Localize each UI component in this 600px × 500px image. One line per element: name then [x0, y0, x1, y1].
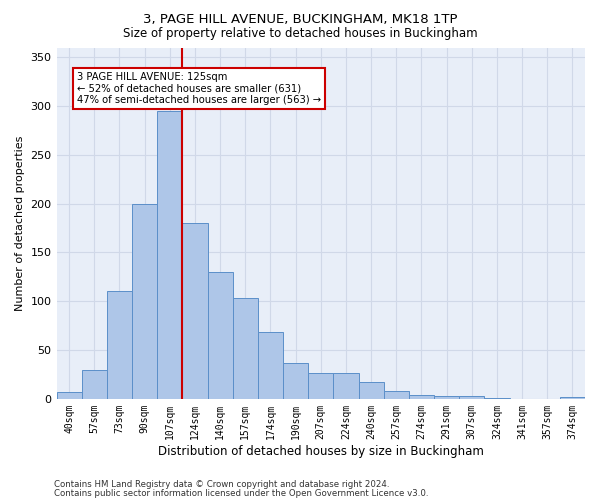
- Bar: [283, 362, 308, 399]
- Text: Size of property relative to detached houses in Buckingham: Size of property relative to detached ho…: [122, 28, 478, 40]
- Bar: [459, 396, 484, 399]
- Text: 3 PAGE HILL AVENUE: 125sqm
← 52% of detached houses are smaller (631)
47% of sem: 3 PAGE HILL AVENUE: 125sqm ← 52% of deta…: [77, 72, 321, 105]
- Bar: [182, 223, 208, 399]
- Bar: [434, 396, 459, 399]
- Bar: [334, 374, 359, 399]
- Bar: [560, 397, 585, 399]
- Bar: [233, 298, 258, 399]
- Bar: [359, 382, 383, 399]
- Bar: [82, 370, 107, 399]
- Bar: [308, 374, 334, 399]
- Bar: [409, 395, 434, 399]
- Bar: [208, 272, 233, 399]
- Text: Contains public sector information licensed under the Open Government Licence v3: Contains public sector information licen…: [54, 490, 428, 498]
- Bar: [484, 398, 509, 399]
- Bar: [383, 391, 409, 399]
- Bar: [56, 392, 82, 399]
- Text: Contains HM Land Registry data © Crown copyright and database right 2024.: Contains HM Land Registry data © Crown c…: [54, 480, 389, 489]
- Bar: [107, 292, 132, 399]
- Bar: [157, 111, 182, 399]
- Bar: [132, 204, 157, 399]
- Y-axis label: Number of detached properties: Number of detached properties: [15, 136, 25, 311]
- Bar: [258, 332, 283, 399]
- X-axis label: Distribution of detached houses by size in Buckingham: Distribution of detached houses by size …: [158, 444, 484, 458]
- Text: 3, PAGE HILL AVENUE, BUCKINGHAM, MK18 1TP: 3, PAGE HILL AVENUE, BUCKINGHAM, MK18 1T…: [143, 12, 457, 26]
